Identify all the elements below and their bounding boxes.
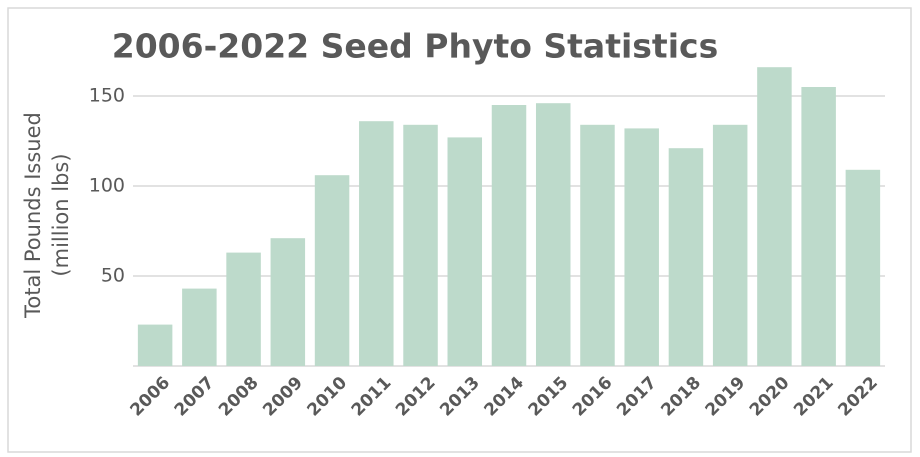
y-axis-label: (million lbs) — [49, 153, 73, 276]
bar — [137, 324, 173, 366]
bar — [182, 288, 217, 366]
bar — [845, 169, 881, 366]
y-tick-label: 50 — [101, 265, 125, 287]
bar — [314, 175, 350, 366]
bar — [801, 87, 836, 366]
bar — [403, 124, 438, 366]
bar — [270, 238, 306, 366]
bar — [447, 137, 483, 366]
bar — [359, 121, 394, 366]
bar — [491, 105, 527, 366]
bar — [580, 124, 615, 366]
bar — [668, 148, 704, 366]
bar — [712, 124, 748, 366]
y-axis-label: Total Pounds Issued — [21, 112, 45, 319]
bar — [624, 128, 659, 366]
y-tick-label: 100 — [89, 175, 125, 197]
chart-title: 2006-2022 Seed Phyto Statistics — [112, 27, 718, 66]
bar — [226, 252, 261, 366]
bar — [757, 67, 792, 366]
bar — [535, 103, 571, 366]
y-tick-label: 150 — [89, 85, 125, 107]
